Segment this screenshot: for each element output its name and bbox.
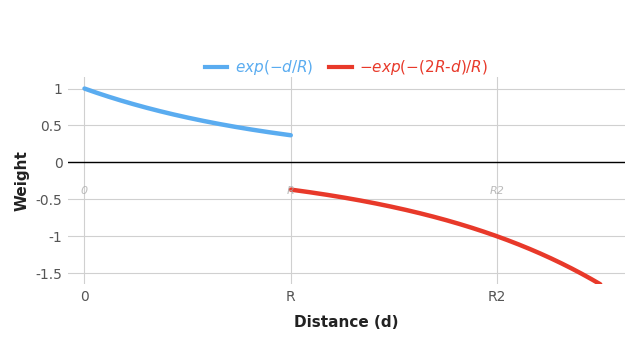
Text: 0: 0 — [81, 186, 88, 196]
Legend: $\mathit{exp(-d/R)}$, $\mathit{-exp(-(2R\text{-}d)/R)}$: $\mathit{exp(-d/R)}$, $\mathit{-exp(-(2R… — [198, 52, 495, 83]
Text: R: R — [287, 186, 294, 196]
Y-axis label: Weight: Weight — [15, 150, 30, 211]
Text: R2: R2 — [490, 186, 504, 196]
X-axis label: Distance (d): Distance (d) — [294, 315, 399, 330]
